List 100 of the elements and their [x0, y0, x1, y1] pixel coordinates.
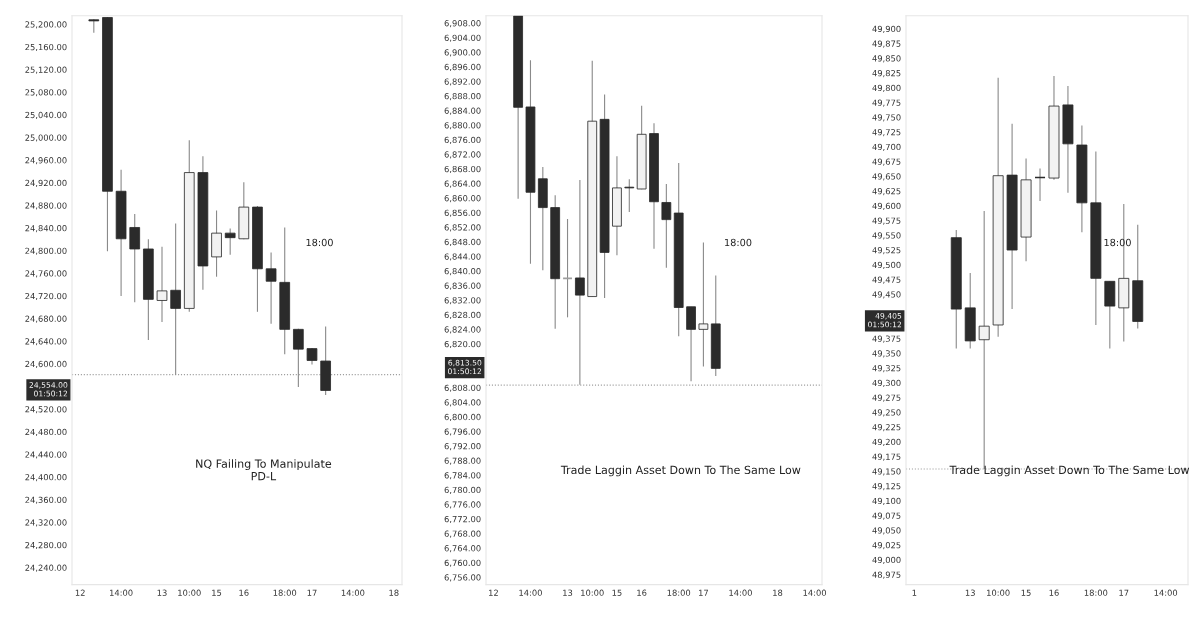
y-tick-label: 24,680.00 — [25, 315, 67, 323]
y-tick-label: 6,760.00 — [444, 559, 481, 567]
candlestick — [698, 242, 709, 368]
y-tick-label: 6,768.00 — [444, 530, 481, 538]
y-tick-label: 49,050 — [872, 527, 901, 535]
y-tick-label: 49,475 — [872, 276, 901, 284]
candlestick — [211, 209, 222, 278]
y-tick-label: 6,908.00 — [444, 20, 481, 28]
y-tick-label: 6,804.00 — [444, 399, 481, 407]
x-tick-label: 12 — [75, 589, 85, 596]
y-tick-label: 49,700 — [872, 143, 901, 151]
y-tick-label: 6,784.00 — [444, 472, 481, 480]
y-tick-label: 24,600.00 — [25, 360, 67, 369]
y-tick-label: 49,525 — [872, 247, 901, 255]
y-tick-label: 49,350 — [872, 350, 901, 358]
y-tick-label: 24,400.00 — [25, 474, 67, 482]
y-tick-label: 49,025 — [872, 542, 901, 550]
y-tick-label: 24,320.00 — [25, 519, 67, 527]
y-tick-label: 49,625 — [872, 188, 901, 196]
y-tick-label: 24,480.00 — [25, 428, 67, 436]
y-tick-label: 49,325 — [872, 365, 901, 373]
y-tick-label: 6,896.00 — [444, 63, 481, 71]
y-tick-label: 49,375 — [872, 335, 901, 343]
y-tick-label: 24,640.00 — [25, 338, 67, 346]
y-tick-label: 25,120.00 — [25, 66, 67, 74]
y-tick-label: 49,800 — [872, 84, 901, 92]
y-tick-label: 6,868.00 — [444, 165, 481, 174]
y-tick-label: 6,764.00 — [444, 545, 481, 553]
x-tick-label: 18 — [389, 589, 399, 596]
x-tick-label: 18 — [773, 589, 783, 596]
x-tick-label: 12 — [489, 589, 498, 596]
y-tick-label: 24,440.00 — [25, 451, 67, 459]
candlestick — [293, 328, 304, 388]
y-tick-label: 6,884.00 — [444, 107, 481, 115]
y-tick-label: 49,450 — [872, 291, 901, 299]
y-tick-label: 6,840.00 — [444, 268, 481, 276]
annotation: NQ Failing To Manipulate PD-L — [196, 459, 332, 481]
candlestick — [624, 178, 635, 213]
annotation: Trade Laggin Asset Down To The Same Low — [560, 465, 801, 477]
y-tick-label: 6,860.00 — [444, 195, 481, 203]
y-tick-label: 49,725 — [872, 129, 901, 137]
x-tick-label: 15 — [1021, 589, 1031, 596]
y-tick-label: 6,808.00 — [444, 384, 481, 392]
y-tick-label: 49,300 — [872, 379, 901, 387]
x-tick-label: 14:00 — [341, 589, 365, 596]
y-tick-label: 6,828.00 — [444, 311, 481, 319]
y-tick-label: 49,500 — [872, 261, 901, 269]
y-tick-label: 6,824.00 — [444, 326, 481, 334]
x-tick-label: 13 — [965, 589, 975, 596]
x-tick-label: 17 — [1119, 589, 1129, 596]
y-tick-label: 6,888.00 — [444, 93, 481, 101]
y-tick-label: 6,796.00 — [444, 428, 481, 436]
y-tick-label: 6,780.00 — [444, 486, 481, 494]
y-tick-label: 6,880.00 — [444, 122, 481, 130]
candlestick — [170, 222, 181, 376]
x-tick-label: 1 — [912, 589, 917, 596]
y-tick-label: 24,800.00 — [25, 247, 67, 255]
candlestick — [129, 213, 141, 303]
y-tick-label: 6,792.00 — [444, 443, 481, 451]
y-tick-label: 25,040.00 — [25, 111, 67, 119]
y-tick-label: 24,520.00 — [25, 406, 67, 414]
y-tick-label: 6,872.00 — [444, 151, 481, 159]
candlestick — [575, 179, 585, 386]
y-tick-label: 25,080.00 — [25, 89, 67, 97]
x-tick-label: 16 — [1049, 589, 1059, 596]
y-tick-label: 49,875 — [872, 40, 901, 48]
annotation: 18:00 — [1104, 238, 1131, 247]
y-tick-label: 49,825 — [872, 70, 901, 78]
y-tick-label: 24,840.00 — [25, 225, 67, 233]
candlestick — [156, 246, 168, 323]
y-tick-label: 6,900.00 — [444, 49, 481, 57]
y-tick-label: 25,160.00 — [25, 43, 67, 52]
x-tick-label: 14:00 — [1154, 589, 1178, 596]
x-tick-label: 10:00 — [581, 589, 604, 596]
x-tick-label: 14:00 — [110, 589, 133, 596]
y-tick-label: 24,360.00 — [25, 496, 67, 504]
y-tick-label: 49,750 — [872, 114, 901, 122]
y-tick-label: 6,844.00 — [444, 253, 481, 261]
y-tick-label: 6,788.00 — [444, 457, 481, 465]
y-tick-label: 24,760.00 — [25, 270, 67, 278]
y-tick-label: 24,960.00 — [25, 157, 67, 165]
candlestick — [1034, 168, 1046, 202]
y-tick-label: 6,776.00 — [444, 501, 481, 509]
y-tick-label: 6,876.00 — [444, 136, 481, 144]
x-tick-label: 13 — [157, 589, 167, 596]
y-tick-label: 24,240.00 — [25, 564, 67, 572]
y-tick-label: 49,150 — [872, 468, 901, 476]
y-tick-label: 49,775 — [872, 99, 901, 107]
y-tick-label: 49,125 — [872, 483, 901, 491]
y-tick-label: 49,650 — [872, 173, 901, 181]
x-tick-label: 18:00 — [273, 589, 297, 596]
y-tick-label: 49,075 — [872, 512, 901, 520]
y-tick-label: 49,675 — [872, 158, 901, 166]
annotation: 18:00 — [725, 238, 752, 247]
y-tick-label: 24,720.00 — [25, 292, 67, 301]
x-tick-label: 18:00 — [1084, 589, 1108, 596]
y-tick-label: 49,275 — [872, 394, 901, 402]
annotation: Trade Laggin Asset Down To The Same Low — [949, 465, 1190, 477]
y-tick-label: 24,880.00 — [25, 202, 67, 210]
y-tick-label: 24,280.00 — [25, 541, 67, 550]
